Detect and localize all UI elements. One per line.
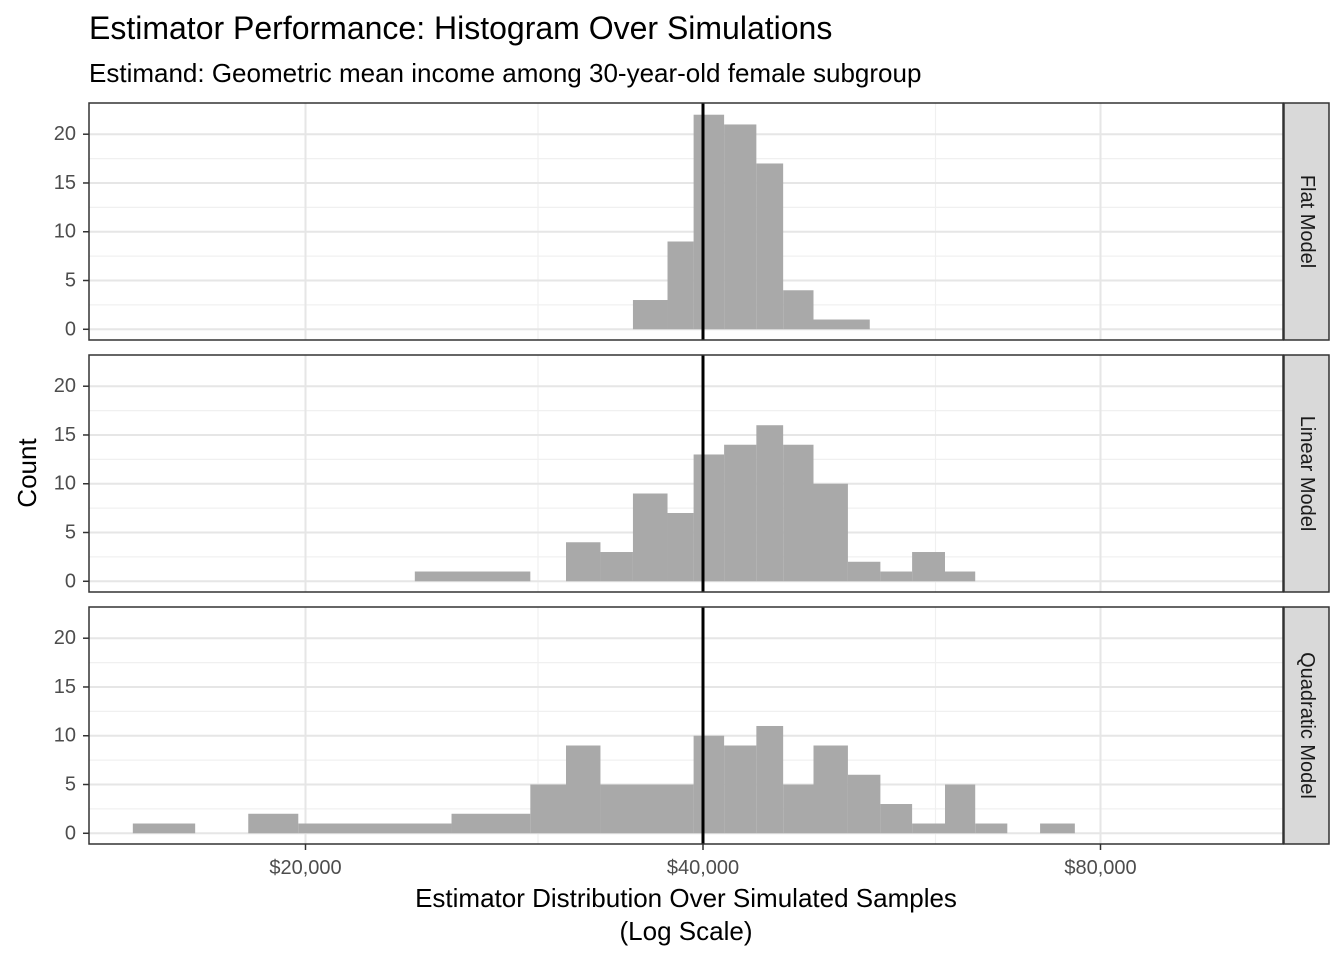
histogram-bar (783, 784, 814, 834)
histogram-bar (783, 444, 814, 582)
x-tick-label: $20,000 (269, 857, 341, 879)
x-tick-label: $40,000 (667, 857, 739, 879)
facet-strip-label: Linear Model (1296, 416, 1318, 532)
histogram-bar (566, 745, 601, 834)
histogram-bar (451, 813, 531, 834)
y-tick-label: 0 (65, 822, 76, 844)
histogram-bar (756, 725, 784, 834)
facet-panel: Linear Model 0 5 10 15 20 (54, 354, 1330, 593)
y-tick-label: 20 (54, 123, 76, 145)
histogram-bar (414, 571, 531, 582)
y-tick-label: 5 (65, 522, 76, 544)
histogram-bar (600, 552, 633, 582)
histogram-bar (600, 784, 694, 834)
y-tick-label: 20 (54, 627, 76, 649)
panel-border (88, 102, 1284, 341)
y-tick-label: 0 (65, 318, 76, 340)
y-tick-label: 5 (65, 774, 76, 796)
histogram-bar (1040, 823, 1075, 834)
x-axis-label: Estimator Distribution Over Simulated Sa… (415, 883, 957, 913)
y-tick-label: 5 (65, 270, 76, 292)
histogram-bar (813, 745, 848, 834)
histogram-bar (847, 774, 881, 834)
histogram-bar (813, 319, 870, 330)
x-axis: $20,000 $40,000 $80,000 (269, 844, 1137, 879)
histogram-bar (945, 784, 976, 834)
x-tick-label: $80,000 (1064, 857, 1136, 879)
y-tick-label: 10 (54, 473, 76, 495)
x-axis-label-sub: (Log Scale) (620, 916, 753, 946)
histogram-bar (724, 444, 757, 582)
histogram-bar (813, 483, 848, 582)
y-tick-label: 15 (54, 676, 76, 698)
histogram-bar (880, 804, 913, 834)
y-tick-label: 10 (54, 725, 76, 747)
histogram-bar (693, 735, 725, 834)
histogram-bar (248, 813, 299, 834)
y-tick-label: 20 (54, 375, 76, 397)
histogram-bar (783, 290, 814, 330)
histogram-bar (132, 823, 196, 834)
histogram-bar (912, 552, 946, 582)
histogram-bar (632, 493, 668, 582)
histogram-bar (756, 425, 784, 582)
facet-strip-label: Quadratic Model (1296, 652, 1318, 799)
chart-subtitle: Estimand: Geometric mean income among 30… (89, 58, 921, 88)
histogram-bar (632, 300, 668, 330)
histogram-bar (724, 124, 757, 330)
facet-strip (1283, 354, 1330, 593)
y-tick-label: 15 (54, 172, 76, 194)
facet-strip (1283, 102, 1330, 341)
histogram-bar (724, 745, 757, 834)
panel-border (88, 354, 1284, 593)
chart-title: Estimator Performance: Histogram Over Si… (89, 10, 832, 46)
facet-panel: Quadratic Model 0 5 10 15 20 (54, 606, 1330, 845)
y-tick-label: 15 (54, 424, 76, 446)
histogram-bar (912, 823, 946, 834)
facet-strip-label: Flat Model (1296, 175, 1318, 268)
histogram-bar (880, 571, 913, 582)
histogram-bar (667, 513, 694, 582)
histogram-bar (693, 114, 725, 330)
histogram-bar (667, 241, 694, 330)
y-tick-label: 10 (54, 221, 76, 243)
histogram-bar (530, 784, 567, 834)
facet-panel: Flat Model 0 5 10 15 20 (54, 102, 1330, 341)
histogram-bar (847, 561, 881, 582)
y-tick-label: 0 (65, 570, 76, 592)
histogram-bar (298, 823, 452, 834)
histogram-bar (975, 823, 1008, 834)
histogram-bar (945, 571, 976, 582)
y-axis-label: Count (12, 438, 42, 508)
histogram-bar (693, 454, 725, 582)
facet-strip (1283, 606, 1330, 845)
histogram-bar (756, 163, 784, 330)
panel-border (88, 606, 1284, 845)
histogram-bar (566, 542, 601, 582)
